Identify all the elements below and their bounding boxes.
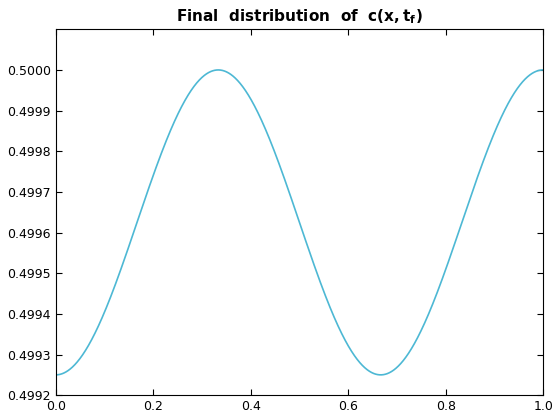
Title: Final  distribution  of  $\mathbf{c(x,t_f)}$: Final distribution of $\mathbf{c(x,t_f)}… bbox=[176, 7, 423, 26]
